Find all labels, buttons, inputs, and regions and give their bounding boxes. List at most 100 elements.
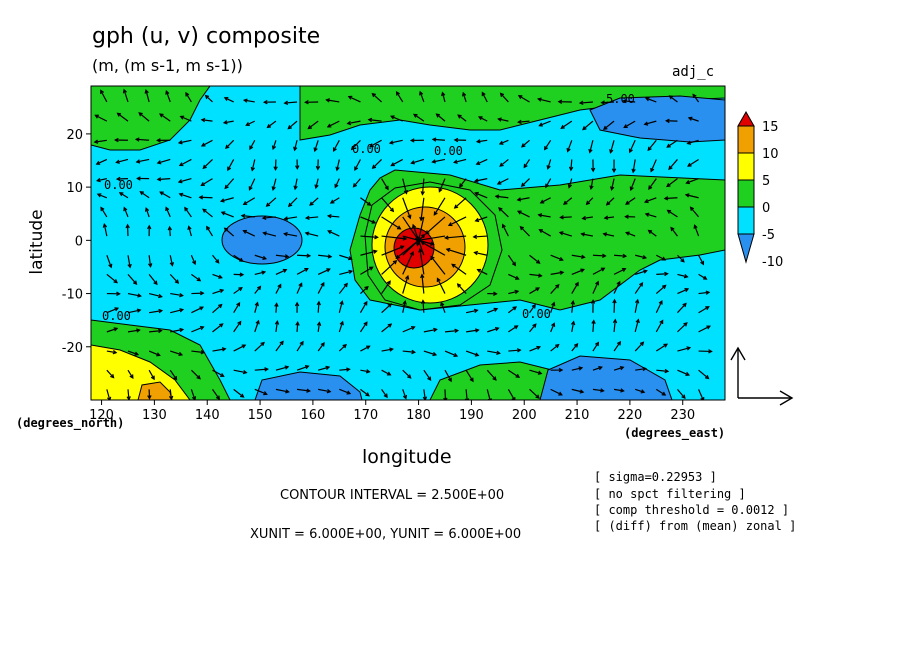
- wind-vector: [472, 234, 488, 239]
- wind-vector: [138, 112, 150, 122]
- wind-vector: [431, 137, 446, 142]
- x-tick-label: 200: [512, 408, 537, 423]
- wind-vector: [435, 113, 446, 122]
- wind-vector: [335, 159, 340, 172]
- wind-vector: [242, 197, 256, 206]
- wind-vector: [592, 267, 606, 275]
- wind-vector: [332, 139, 340, 152]
- wind-vector: [159, 191, 171, 199]
- wind-vector: [666, 209, 678, 218]
- wind-vector: [497, 117, 509, 122]
- wind-vector: [631, 159, 636, 174]
- wind-vector: [487, 291, 498, 296]
- wind-vector: [360, 197, 372, 206]
- wind-vector: [559, 215, 572, 220]
- wind-vector: [571, 388, 585, 394]
- y-unit-label: (degrees_north): [16, 416, 125, 430]
- wind-vector: [444, 235, 467, 240]
- wind-vector: [212, 273, 223, 279]
- x-ticks: 120 130 140 150 160 170 180 190 200 210 220 230: [89, 400, 695, 423]
- wind-vector: [461, 91, 467, 103]
- wind-vector: [245, 120, 256, 126]
- wind-vector: [459, 178, 467, 188]
- wind-vector: [409, 138, 424, 143]
- wind-vector: [381, 259, 398, 275]
- wind-vector: [296, 388, 311, 393]
- wind-vector: [634, 318, 640, 333]
- wind-vector: [677, 288, 690, 295]
- contour-label-0e: 0.00: [522, 307, 551, 321]
- wind-vector: [313, 140, 319, 153]
- wind-vector: [550, 270, 565, 275]
- wind-vector: [475, 139, 488, 144]
- wind-vector: [200, 139, 213, 147]
- wind-vector: [127, 308, 142, 314]
- wind-vector: [177, 139, 192, 145]
- wind-vector: [178, 158, 192, 167]
- wind-vector: [589, 178, 594, 191]
- wind-vector: [191, 349, 206, 355]
- wind-vector: [698, 306, 710, 314]
- wind-vector: [444, 369, 452, 383]
- wind-vector: [499, 92, 509, 103]
- wind-vector: [611, 159, 617, 174]
- wind-vector: [212, 389, 220, 400]
- x-tick-label: 220: [617, 408, 642, 423]
- wind-vector: [456, 283, 467, 294]
- colorbar-swatch: [737, 179, 755, 208]
- wind-vector: [381, 178, 389, 191]
- wind-vector: [643, 120, 657, 126]
- wind-vector: [609, 140, 615, 154]
- wind-vector: [106, 327, 119, 333]
- chart-title: gph (u, v) composite: [92, 24, 321, 49]
- contour-label-0c: 0.00: [104, 178, 133, 192]
- wind-vector: [273, 159, 278, 172]
- wind-vector: [360, 369, 371, 374]
- wind-vector: [644, 97, 657, 103]
- wind-vector: [613, 365, 625, 371]
- wind-vector: [390, 115, 403, 122]
- wind-vector: [127, 274, 138, 286]
- wind-vector: [453, 197, 467, 209]
- wind-vector: [487, 326, 500, 333]
- wind-vector: [436, 277, 446, 294]
- wind-vector: [354, 159, 361, 171]
- wind-vector: [167, 225, 173, 237]
- wind-vector: [634, 388, 646, 394]
- wind-vector: [295, 159, 300, 170]
- colorbar-tick-label: 0: [762, 201, 770, 216]
- wind-vector: [297, 253, 312, 258]
- wind-vector: [655, 299, 663, 313]
- wind-vector: [538, 229, 551, 237]
- wind-vector: [219, 197, 234, 203]
- wind-vector: [106, 349, 118, 355]
- wind-vector: [628, 140, 636, 154]
- wind-vector: [144, 88, 150, 103]
- wind-vector: [539, 197, 551, 204]
- wind-vector: [95, 158, 108, 165]
- wind-vector: [457, 114, 467, 122]
- wind-vector: [668, 95, 678, 103]
- wind-vector: [127, 350, 140, 356]
- wind-vector: [200, 178, 213, 187]
- wind-vector: [670, 226, 678, 237]
- wind-vector: [185, 91, 192, 103]
- wind-vector: [453, 158, 467, 164]
- wind-vector: [106, 291, 121, 296]
- colorbar-cap-bottom: [737, 233, 755, 264]
- wind-vector: [415, 235, 446, 243]
- wind-vector: [390, 158, 404, 167]
- wind-vector: [220, 211, 234, 218]
- wind-vector: [676, 388, 686, 400]
- wind-vector: [537, 97, 551, 103]
- wind-vector: [371, 159, 383, 170]
- wind-vector: [441, 91, 446, 103]
- wind-vector: [687, 158, 699, 167]
- wind-vector: [529, 323, 537, 333]
- wind-vector: [318, 365, 331, 371]
- wind-vector: [338, 300, 344, 313]
- field-blue-south: [254, 371, 363, 400]
- wind-vector: [588, 140, 594, 154]
- wind-vector: [453, 137, 467, 143]
- wind-vector: [440, 301, 446, 313]
